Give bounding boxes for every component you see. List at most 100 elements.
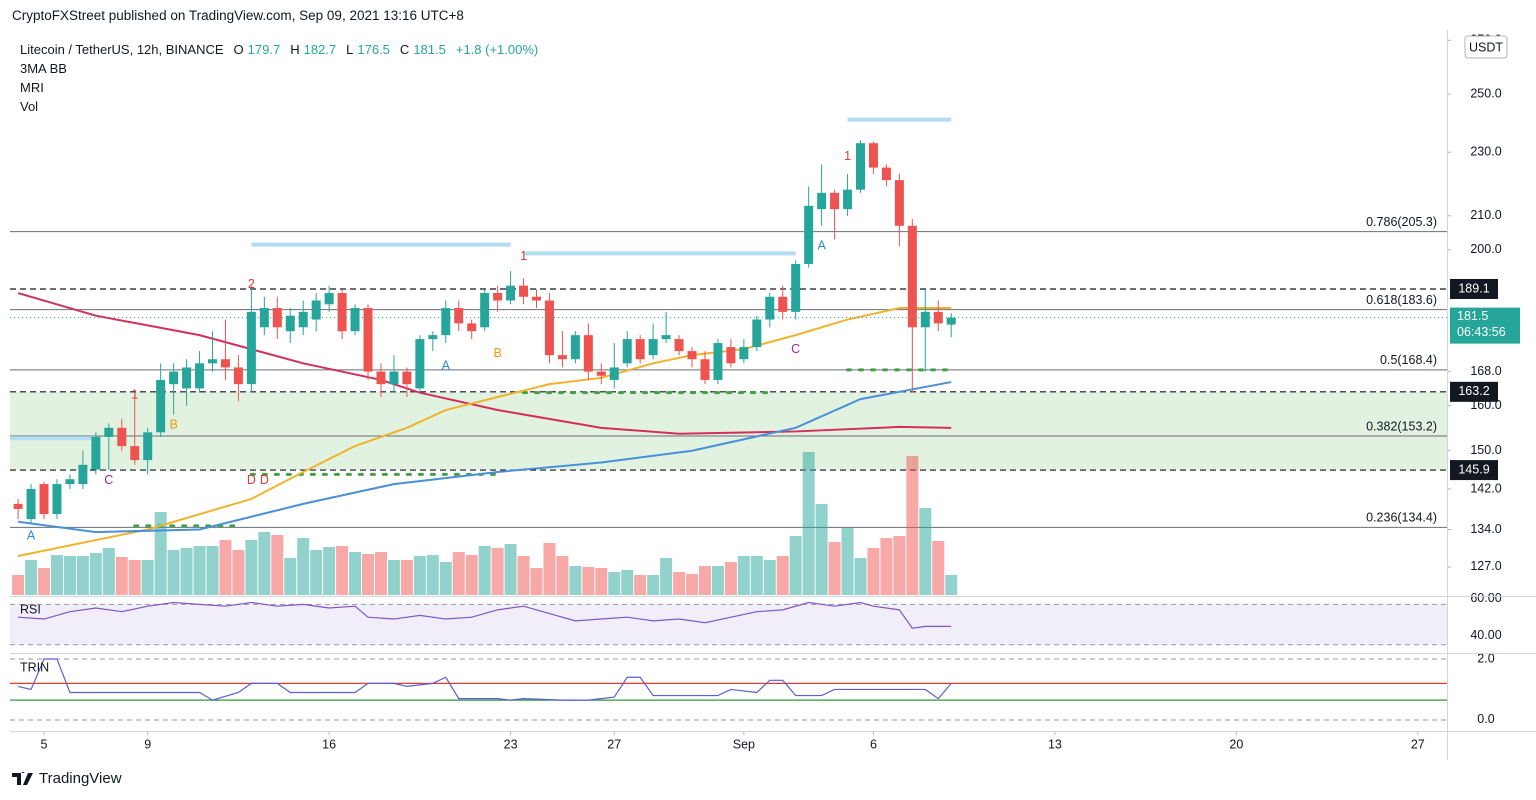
candle-body [544, 300, 554, 356]
candle-body [13, 503, 23, 509]
candle-body [39, 484, 49, 515]
candle-body [195, 363, 205, 389]
volume-bar [815, 504, 828, 595]
signal-label: A [27, 529, 36, 543]
indicator: MRI [20, 80, 44, 95]
x-tick-label: 13 [1048, 737, 1062, 751]
volume-bar [789, 536, 802, 595]
volume-bar [452, 552, 465, 595]
moving-average [17, 292, 952, 435]
candle-body [817, 192, 827, 210]
volume-bar [180, 548, 193, 595]
candle-body [402, 371, 412, 385]
signal-label: B [169, 417, 177, 431]
y-tick-label: 134.0 [1470, 522, 1501, 536]
volume-bar [608, 572, 621, 595]
x-tick-label: 6 [870, 737, 877, 751]
rsi-title: RSI [20, 602, 41, 616]
candle-body [428, 335, 438, 340]
candle-body [350, 308, 360, 332]
candle-body [182, 367, 192, 389]
candle-body [493, 293, 503, 301]
candle-body [298, 311, 308, 328]
x-tick-label: Sep [733, 737, 755, 751]
candle-body [91, 436, 101, 470]
volume-bar [323, 547, 336, 595]
candle-body [622, 339, 632, 364]
trin-tick-label: 2.0 [1477, 651, 1494, 665]
candle-body [52, 484, 62, 515]
volume-bar [647, 575, 660, 595]
volume-bar [478, 546, 491, 595]
y-tick-label: 210.0 [1470, 208, 1501, 222]
volume-bar [439, 562, 452, 595]
plot: 270.0250.0230.0210.0200.0168.0160.0150.0… [10, 33, 1520, 751]
volume-bar [543, 543, 556, 595]
volume-bar [673, 572, 686, 595]
y-tick-label: 230.0 [1470, 145, 1501, 159]
candle-body [946, 317, 956, 325]
candle-body [791, 263, 801, 312]
candle-body [65, 479, 75, 485]
candle-body [752, 319, 762, 348]
volume-bar [38, 568, 51, 595]
last-price-badge [1450, 307, 1520, 344]
volume-bar [219, 540, 232, 595]
volume-bar [906, 456, 919, 595]
trin-tick-label: 0.0 [1477, 712, 1494, 726]
rsi-tick-label: 60.00 [1470, 591, 1501, 605]
candle-body [726, 347, 736, 364]
candle-body [635, 339, 645, 360]
x-tick-label: 23 [504, 737, 518, 751]
ohlc-prefix: C [399, 42, 410, 57]
candle-body [78, 464, 88, 485]
currency-badge [1464, 35, 1508, 59]
candle-body [208, 359, 217, 364]
signal-label: C [791, 342, 800, 356]
candle-body [389, 371, 399, 385]
volume-bar [102, 548, 115, 595]
signal-label: A [442, 358, 451, 372]
candle-body [778, 296, 788, 312]
y-tick-label: 250.0 [1470, 86, 1501, 100]
volume-bar [932, 541, 945, 595]
currency: USDT [1469, 40, 1503, 54]
candle-body [609, 367, 619, 380]
volume-bar [569, 566, 582, 595]
candle-body [506, 285, 516, 301]
fib-label: 0.786(205.3) [1366, 215, 1437, 229]
low: 176.5 [357, 42, 390, 57]
fib-label: 0.5(168.4) [1380, 353, 1437, 367]
volume-bar [154, 512, 167, 595]
ohlc-prefix: L [346, 42, 354, 57]
candle-body [143, 432, 153, 461]
candle-body [246, 311, 256, 385]
candle-body [220, 359, 230, 368]
volume-bar [686, 574, 699, 595]
volume-bar [724, 562, 737, 595]
volume-bar [880, 538, 893, 595]
footer: TradingView [12, 770, 122, 787]
publisher: CryptoFXStreet published on TradingView.… [12, 8, 464, 23]
signal-label: 1 [844, 149, 851, 163]
signal-label: D [260, 473, 269, 487]
candle-body [700, 359, 710, 380]
fib-label: 0.382(153.2) [1366, 419, 1437, 433]
volume-bar [491, 548, 504, 595]
volume-bar [206, 546, 219, 595]
volume-bar [750, 556, 763, 595]
volume-bar [621, 570, 634, 595]
volume-bar [582, 567, 595, 595]
symbol-title: Litecoin / TetherUS, 12h, BINANCE [20, 42, 224, 57]
volume-bar [828, 542, 841, 595]
volume-bar [867, 548, 880, 595]
signal-label: 2 [248, 277, 255, 291]
volume-bar [349, 552, 362, 595]
brand: TradingView [39, 770, 122, 787]
volume-bar [517, 556, 530, 595]
open: 179.7 [247, 42, 281, 57]
volume-bar [232, 550, 245, 595]
candle-body [661, 335, 671, 340]
volume-bar [530, 568, 543, 595]
